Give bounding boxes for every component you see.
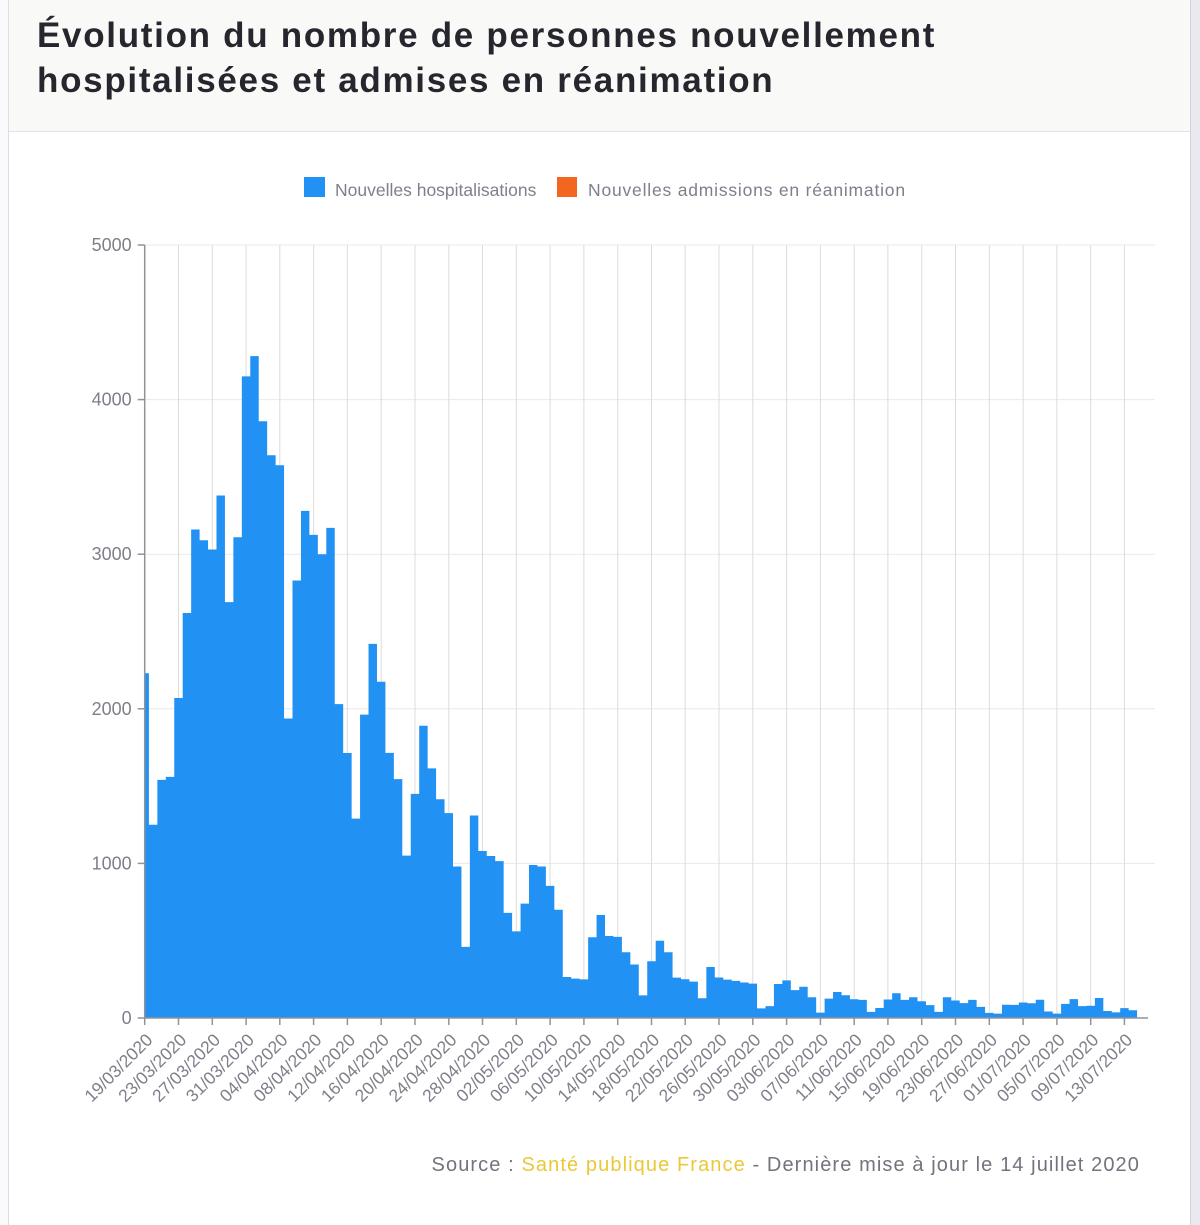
svg-text:0: 0 bbox=[122, 1008, 132, 1028]
svg-text:1000: 1000 bbox=[92, 853, 132, 873]
svg-text:3000: 3000 bbox=[92, 544, 132, 564]
svg-text:2000: 2000 bbox=[92, 699, 132, 719]
svg-text:5000: 5000 bbox=[92, 235, 132, 255]
svg-text:4000: 4000 bbox=[92, 390, 132, 410]
